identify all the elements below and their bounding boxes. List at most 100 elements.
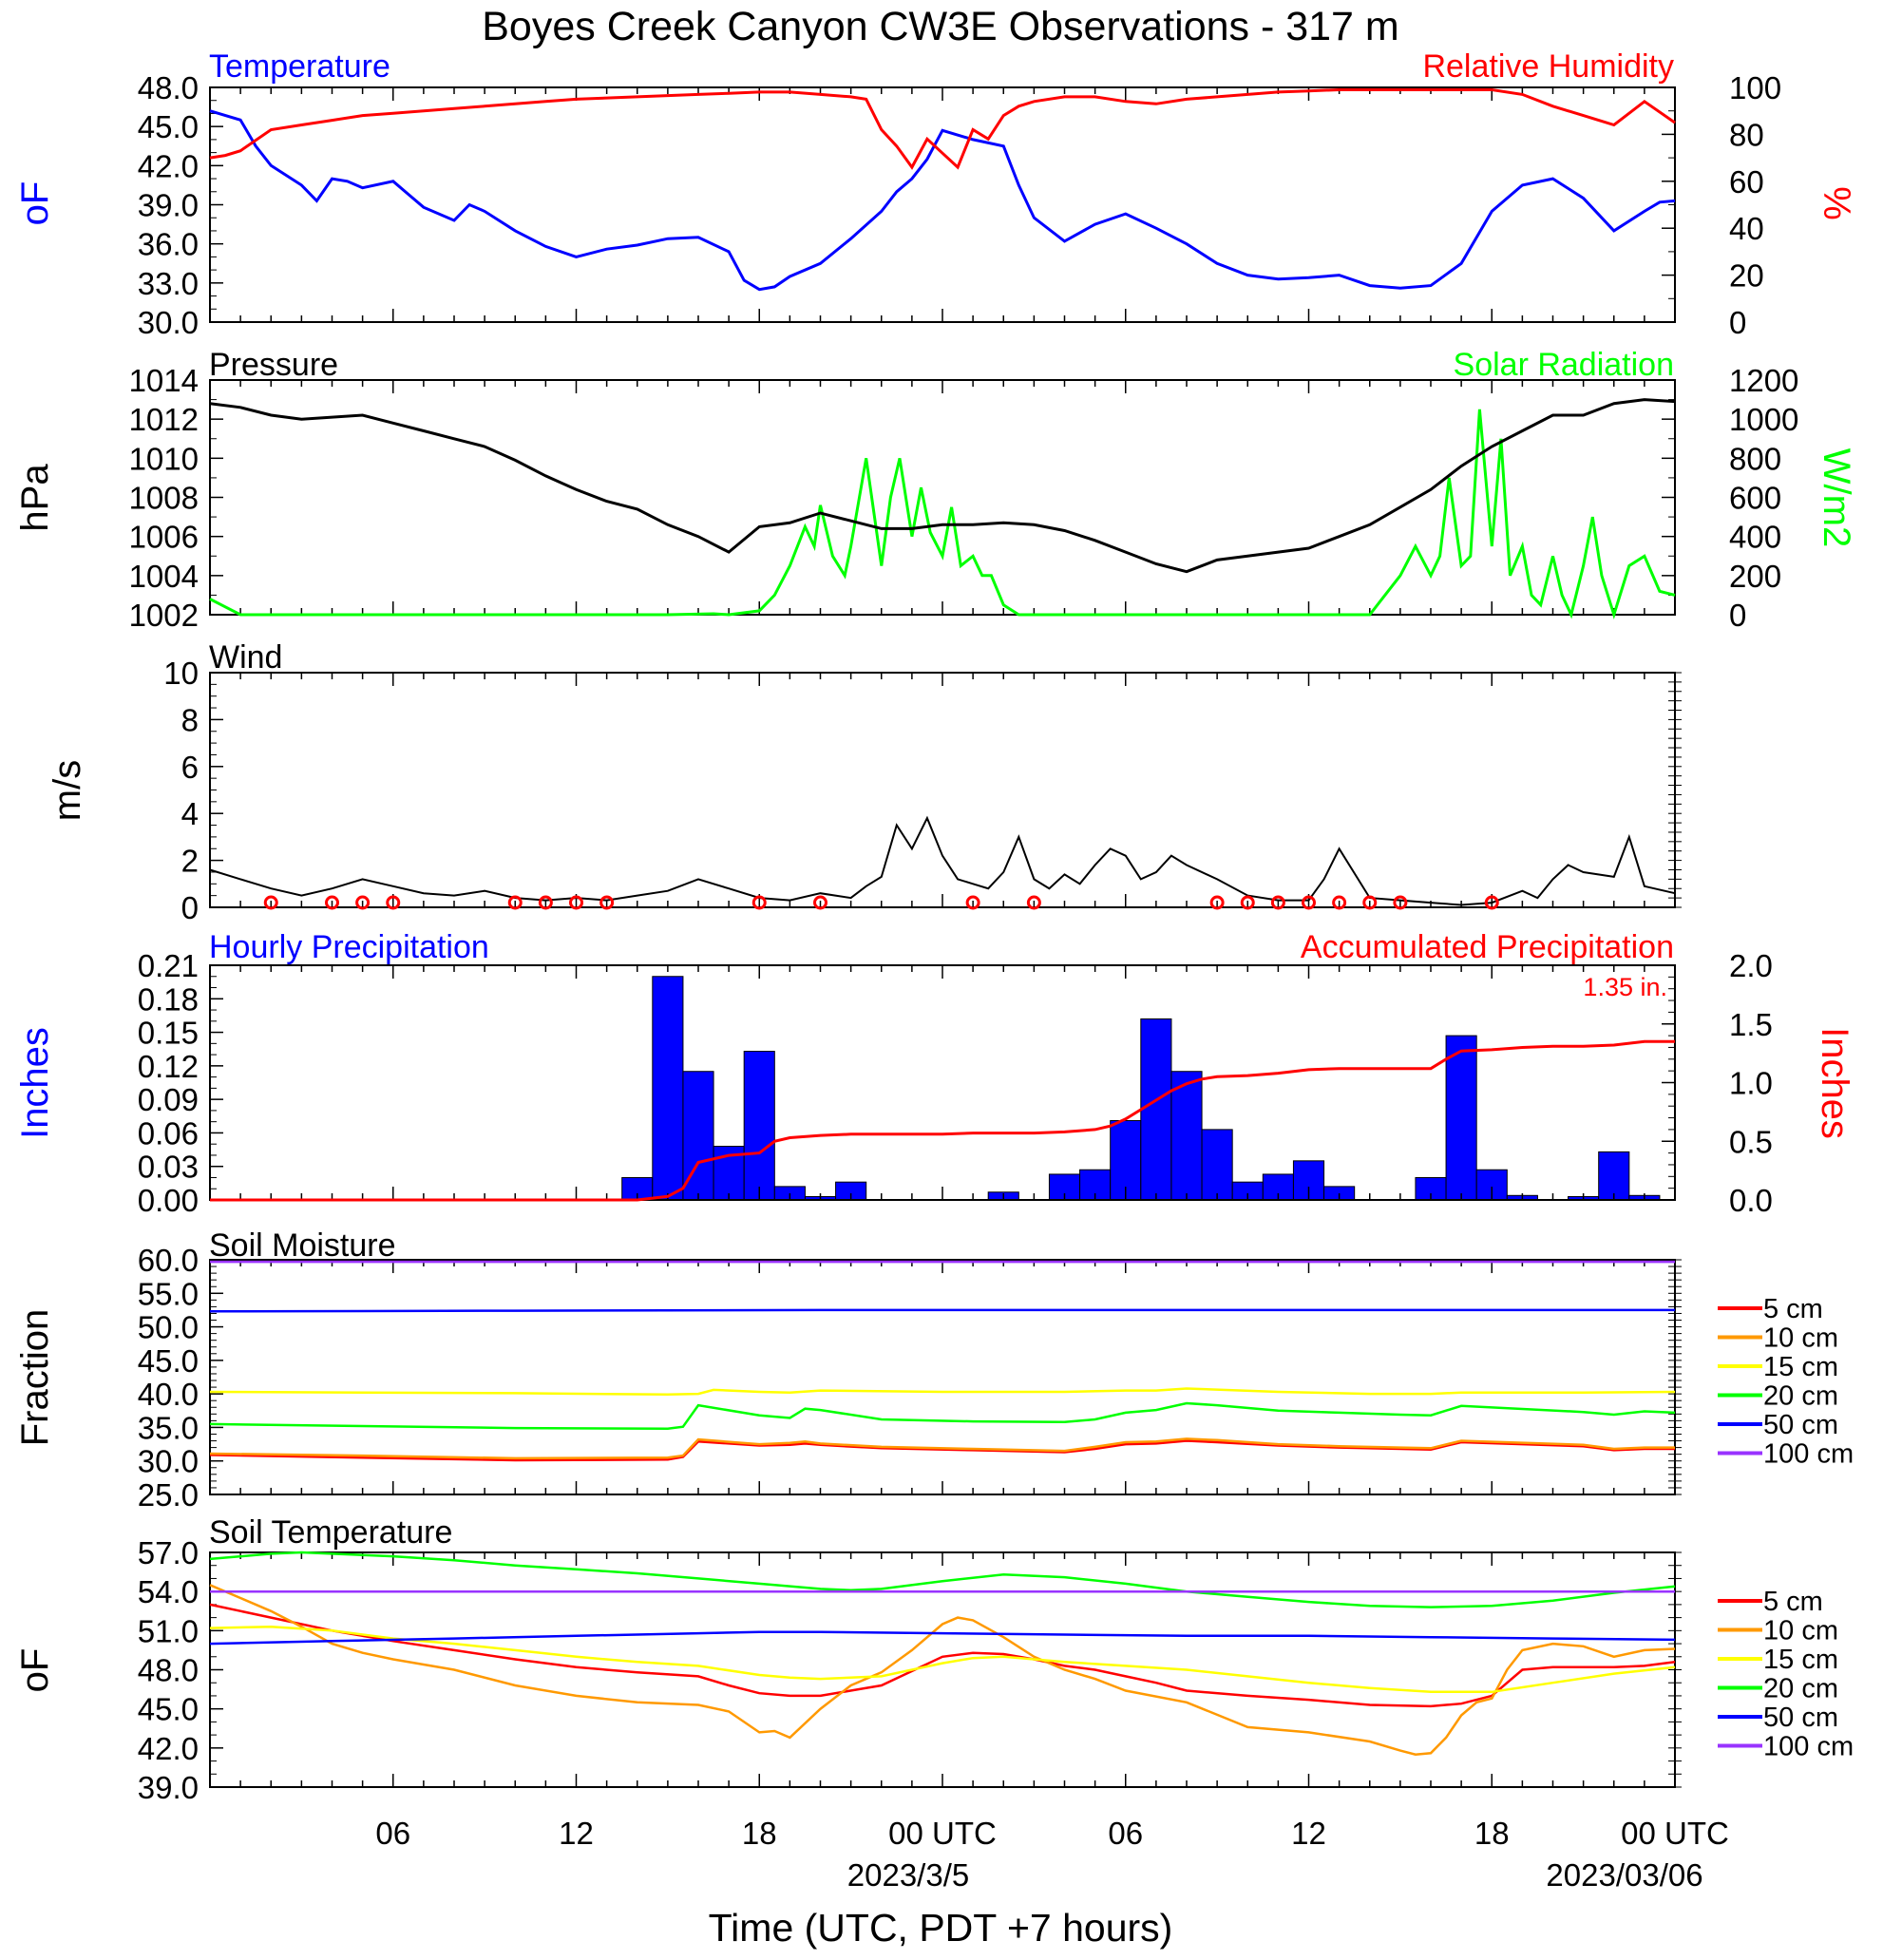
pressure-series-line bbox=[209, 398, 1676, 574]
y-tick-label: 1200 bbox=[1729, 363, 1798, 398]
soil-temperature-panel: Soil Temperature oF 57.0 54.0 51.0 48.0 45.0… bbox=[14, 1514, 1854, 1805]
wind-calm-marker bbox=[263, 895, 278, 910]
y-tick-label: 0.03 bbox=[138, 1150, 199, 1185]
y-tick-label: 4 bbox=[181, 796, 199, 831]
humidity-y-ticks: 100 80 60 40 20 0 bbox=[1662, 70, 1781, 340]
soil-temperature-plot-frame bbox=[209, 1551, 1676, 1788]
y-tick-label: 25.0 bbox=[138, 1477, 199, 1513]
wind-x-ticks bbox=[239, 673, 1676, 907]
soil-temperature-title: Soil Temperature bbox=[209, 1514, 452, 1551]
precip-total-label: 1.35 in. bbox=[1583, 973, 1667, 1001]
soil-temperature-series bbox=[209, 1551, 1676, 1756]
temperature-y-ticks: 48.0 45.0 42.0 39.0 36.0 33.0 30.0 bbox=[138, 70, 223, 340]
temperature-series-line bbox=[209, 109, 1676, 292]
wind-speed-line bbox=[209, 815, 1676, 906]
soil-moisture-line bbox=[209, 1387, 1676, 1397]
wind-calm-marker bbox=[1302, 895, 1316, 910]
y-tick-label: 8 bbox=[181, 702, 199, 737]
wind-calm-marker bbox=[1270, 895, 1285, 910]
x-tick-label: 06 bbox=[1108, 1816, 1143, 1851]
x-date-label-2: 2023/03/06 bbox=[1546, 1857, 1702, 1893]
x-tick-label: 00 UTC bbox=[1621, 1816, 1729, 1851]
precip-bar bbox=[1140, 1018, 1172, 1201]
y-tick-label: 51.0 bbox=[138, 1613, 199, 1648]
soil-moisture-line bbox=[209, 1437, 1675, 1460]
y-tick-label: 600 bbox=[1729, 481, 1781, 516]
soil-temperature-line bbox=[209, 1584, 1676, 1756]
legend-label: 20 cm bbox=[1763, 1381, 1838, 1412]
x-tick-label: 06 bbox=[375, 1816, 410, 1851]
soil-moisture-title: Soil Moisture bbox=[209, 1227, 396, 1264]
y-tick-label: 48.0 bbox=[138, 70, 199, 105]
y-tick-label: 1.0 bbox=[1729, 1066, 1773, 1101]
soil-moisture-series bbox=[209, 1260, 1676, 1462]
hourly-precip-y-ticks: 0.210.180.150.120.090.060.030.00 bbox=[138, 948, 223, 1218]
y-tick-label: 33.0 bbox=[138, 266, 199, 301]
wind-title: Wind bbox=[209, 639, 282, 676]
soil-moisture-line bbox=[209, 1308, 1675, 1313]
x-tick-label: 00 UTC bbox=[888, 1816, 997, 1851]
y-tick-label: 45.0 bbox=[138, 1692, 199, 1727]
legend-label: 10 cm bbox=[1763, 1616, 1838, 1646]
accum-precip-unit: Inches bbox=[1814, 1027, 1855, 1139]
legend-label: 15 cm bbox=[1763, 1645, 1838, 1675]
soil-temperature-unit: oF bbox=[14, 1648, 56, 1693]
wind-calm-marker bbox=[538, 895, 553, 910]
y-tick-label: 0.18 bbox=[138, 981, 199, 1017]
y-tick-label: 39.0 bbox=[138, 1770, 199, 1805]
y-tick-label: 0 bbox=[181, 890, 199, 925]
solar-unit: W/m2 bbox=[1816, 448, 1857, 547]
y-tick-label: 0.12 bbox=[138, 1049, 199, 1084]
wind-calm-marker bbox=[325, 895, 339, 910]
humidity-unit: % bbox=[1816, 186, 1857, 220]
y-tick-label: 0.00 bbox=[138, 1183, 199, 1218]
y-tick-label: 40 bbox=[1729, 211, 1764, 246]
y-tick-label: 2 bbox=[181, 844, 199, 879]
x-tick-labels: 06 12 18 00 UTC 06 12 18 00 UTC bbox=[375, 1816, 1728, 1851]
wind-calm-marker bbox=[965, 895, 980, 910]
soil-temperature-y-ticks: 57.0 54.0 51.0 48.0 45.0 42.0 39.0 bbox=[138, 1535, 1682, 1805]
soil-temperature-line bbox=[209, 1551, 1676, 1608]
wind-calm-marker bbox=[355, 895, 371, 910]
legend-label: 20 cm bbox=[1763, 1674, 1838, 1704]
y-tick-label: 100 bbox=[1729, 70, 1781, 105]
wind-calm-marker bbox=[1026, 895, 1041, 910]
precip-bar bbox=[652, 976, 684, 1201]
humidity-title: Relative Humidity bbox=[1422, 48, 1674, 85]
soil-temperature-x-ticks bbox=[239, 1552, 1676, 1787]
temperature-x-ticks bbox=[239, 87, 1676, 322]
x-date-label-1: 2023/3/5 bbox=[847, 1857, 969, 1893]
y-tick-label: 30.0 bbox=[138, 305, 199, 340]
wind-calm-marker bbox=[1209, 895, 1225, 910]
temperature-panel: Temperature Relative Humidity oF % 48.04… bbox=[14, 48, 1857, 340]
wind-calm-marker bbox=[1484, 895, 1499, 910]
y-tick-label: 1012 bbox=[129, 402, 199, 437]
y-tick-label: 2.0 bbox=[1729, 948, 1773, 983]
legend-label: 15 cm bbox=[1763, 1352, 1838, 1382]
y-tick-label: 45.0 bbox=[138, 1343, 199, 1379]
wind-calm-marker bbox=[1393, 895, 1408, 910]
y-tick-label: 1000 bbox=[1729, 402, 1798, 437]
pressure-panel: Pressure Solar Radiation hPa W/m2 101410… bbox=[14, 347, 1857, 633]
y-tick-label: 1.5 bbox=[1729, 1007, 1773, 1042]
y-tick-label: 40.0 bbox=[138, 1377, 199, 1412]
y-tick-label: 1008 bbox=[129, 481, 199, 516]
wind-calm-marker bbox=[1332, 895, 1347, 910]
y-tick-label: 54.0 bbox=[138, 1574, 199, 1609]
temperature-title: Temperature bbox=[209, 48, 390, 85]
pressure-title: Pressure bbox=[209, 347, 338, 383]
precip-x-ticks bbox=[239, 965, 1676, 1200]
y-tick-label: 60.0 bbox=[138, 1243, 199, 1278]
y-tick-label: 1010 bbox=[129, 441, 199, 476]
y-tick-label: 800 bbox=[1729, 441, 1781, 476]
soil-moisture-panel: Soil Moisture Fraction 60.055.050.045.04… bbox=[14, 1227, 1854, 1513]
hourly-precip-bars bbox=[621, 976, 1661, 1201]
y-tick-label: 0 bbox=[1729, 305, 1746, 340]
y-tick-label: 20 bbox=[1729, 258, 1764, 294]
y-tick-label: 6 bbox=[181, 750, 199, 785]
y-tick-label: 80 bbox=[1729, 117, 1764, 152]
y-tick-label: 45.0 bbox=[138, 109, 199, 144]
